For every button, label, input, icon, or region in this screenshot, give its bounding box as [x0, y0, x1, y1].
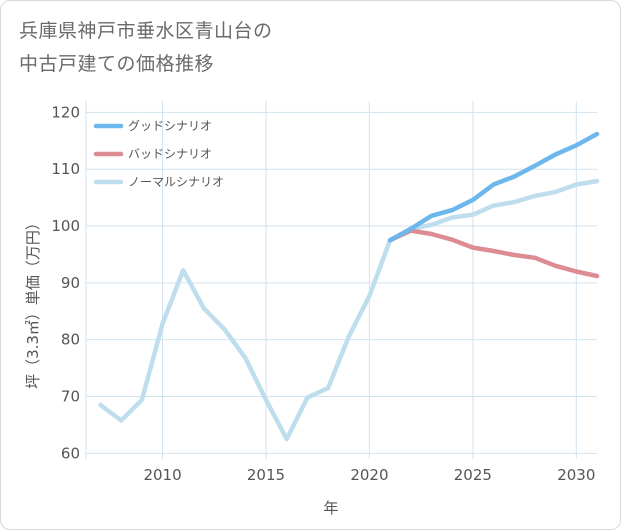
- grid-lines: [85, 101, 597, 459]
- series-lines: [98, 131, 600, 442]
- series-line-0: [387, 131, 600, 243]
- y-tick-label: 60: [61, 444, 80, 462]
- x-axis-label: 年: [323, 499, 338, 517]
- chart-title-line2: 中古戸建ての価格推移: [19, 53, 215, 75]
- y-axis-label: 坪（3.3㎡）単価（万円）: [24, 215, 42, 389]
- y-tick-label: 90: [61, 274, 80, 292]
- legend-label-1: バッドシナリオ: [128, 147, 212, 161]
- legend-label-2: ノーマルシナリオ: [128, 175, 224, 189]
- y-tick-label: 70: [61, 387, 80, 405]
- x-tick-label: 2025: [454, 466, 492, 484]
- x-tick-label: 2015: [247, 466, 285, 484]
- chart-title-line1: 兵庫県神戸市垂水区青山台の: [19, 20, 273, 42]
- axis-ticks: 2010 2015 2020 2025 2030 60 70 80 90 100 110 120: [51, 103, 595, 484]
- x-tick-label: 2030: [557, 466, 595, 484]
- series-line-2: [98, 178, 600, 442]
- y-tick-label: 110: [51, 160, 80, 178]
- legend-label-0: グッドシナリオ: [128, 119, 212, 133]
- y-tick-label: 120: [51, 103, 80, 121]
- series-line-1: [387, 228, 600, 279]
- y-tick-label: 100: [51, 217, 80, 235]
- y-tick-label: 80: [61, 331, 80, 349]
- x-tick-label: 2010: [143, 466, 181, 484]
- x-tick-label: 2020: [350, 466, 388, 484]
- chart-title: 兵庫県神戸市垂水区青山台の 中古戸建ての価格推移: [19, 15, 273, 81]
